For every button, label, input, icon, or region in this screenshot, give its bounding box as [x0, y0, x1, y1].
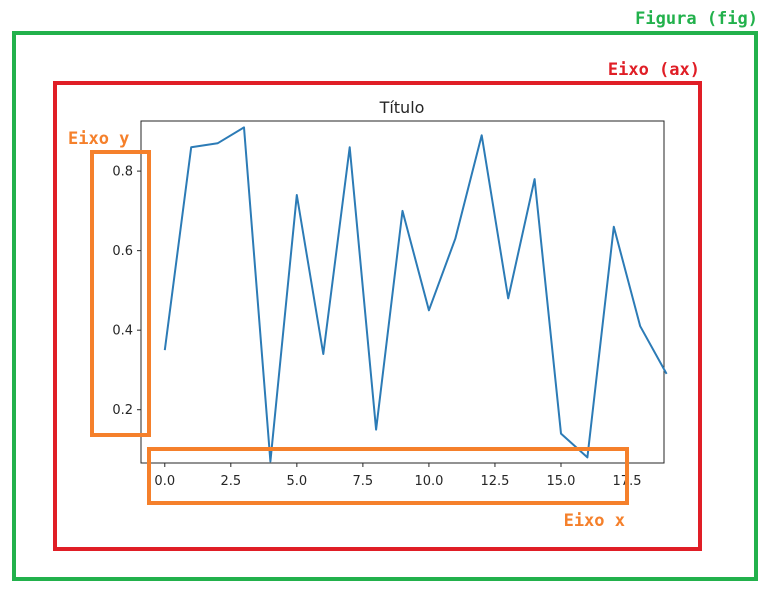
plot-area: [140, 120, 665, 464]
y-axis-ticks: 0.2 0.4 0.6 0.8: [112, 165, 141, 418]
yaxis-label: Eixo y: [68, 129, 129, 149]
x-tick-label: 12.5: [480, 474, 509, 489]
x-tick-label: 10.0: [414, 474, 443, 489]
series-group: [163, 126, 668, 463]
xaxis-label: Eixo x: [564, 511, 625, 531]
x-tick-label: 7.5: [353, 474, 374, 489]
y-tick-label: 0.8: [112, 165, 133, 180]
y-tick-label: 0.4: [112, 324, 133, 339]
figure-label: Figura (fig): [635, 9, 758, 29]
xaxis-frame: [147, 447, 629, 505]
chart-title: Título: [379, 98, 425, 117]
x-tick-label: 5.0: [286, 474, 307, 489]
figure-frame: [12, 31, 758, 581]
axes-label: Eixo (ax): [608, 60, 700, 80]
y-tick-label: 0.2: [112, 403, 133, 418]
axes-frame: [53, 81, 702, 551]
x-tick-label: 0.0: [154, 474, 175, 489]
x-axis-ticks: 0.0 2.5 5.0 7.5 10.0 12.5 15.0 17.5: [154, 463, 641, 489]
x-tick-label: 2.5: [220, 474, 241, 489]
y-tick-label: 0.6: [112, 244, 133, 259]
series-line: [163, 126, 668, 463]
x-tick-label: 15.0: [547, 474, 576, 489]
yaxis-frame: [90, 150, 151, 437]
